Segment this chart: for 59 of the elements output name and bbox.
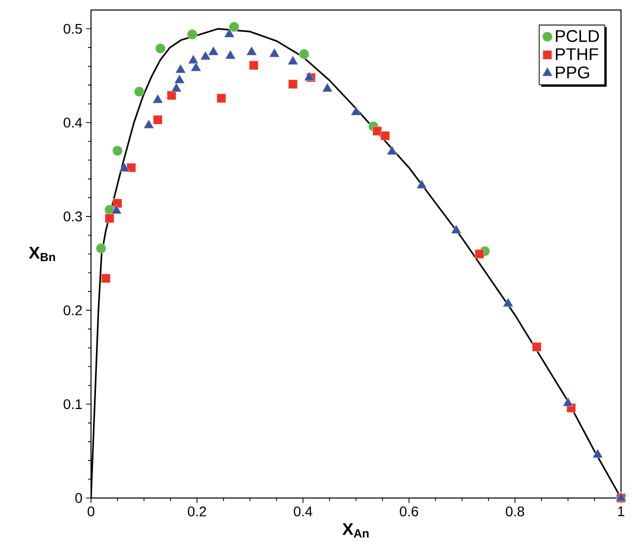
point [143,119,154,129]
point [474,249,484,259]
x-axis-title: X$_{An}$ [342,523,369,538]
point [152,94,164,104]
point [380,131,390,140]
x-tick-label: 1 [618,506,624,516]
point [350,106,362,116]
point [322,82,333,92]
point [153,115,162,124]
legend-label: PTHF [556,48,598,60]
point [228,22,240,32]
point [111,204,122,214]
x-tick-label: 0.6 [400,506,418,516]
point [246,46,257,56]
point [134,86,144,97]
point [119,162,130,172]
point [112,146,123,156]
x-tick-label: 0.8 [506,506,524,516]
point [175,64,186,74]
x-tick-label: 0.4 [294,506,312,516]
point [225,50,236,60]
point [592,448,604,458]
point [188,54,199,64]
point [190,62,202,72]
x-tick-label: 0.2 [188,506,206,516]
point [386,146,398,155]
y-tick-label: 0.3 [64,212,82,222]
point [101,274,110,284]
point [288,55,298,65]
point [502,298,514,307]
legend-label: PPG [556,66,590,78]
point [416,179,428,189]
point [450,224,462,234]
point [249,60,258,70]
y-axis-title: X$_{Bn}$ [28,246,56,262]
point [200,50,211,60]
point [224,28,235,38]
point [288,80,298,89]
point [562,397,574,406]
point [171,82,182,92]
y-tick-label: 0.2 [64,305,82,316]
legend-label: PCLD [556,30,599,42]
point [174,74,185,84]
y-tick-label: 0.4 [64,118,82,128]
point [216,94,226,103]
point [155,43,166,54]
y-tick-label: 0 [75,493,82,503]
point [208,46,219,56]
point [166,90,176,100]
point [532,342,542,352]
y-tick-label: 0.1 [64,399,82,410]
y-tick-label: 0.5 [64,24,82,34]
point [269,48,280,58]
point [372,126,382,136]
point [187,29,198,40]
x-tick-label: 0 [88,506,94,516]
point [96,243,106,254]
point [104,214,114,223]
point [298,48,310,60]
